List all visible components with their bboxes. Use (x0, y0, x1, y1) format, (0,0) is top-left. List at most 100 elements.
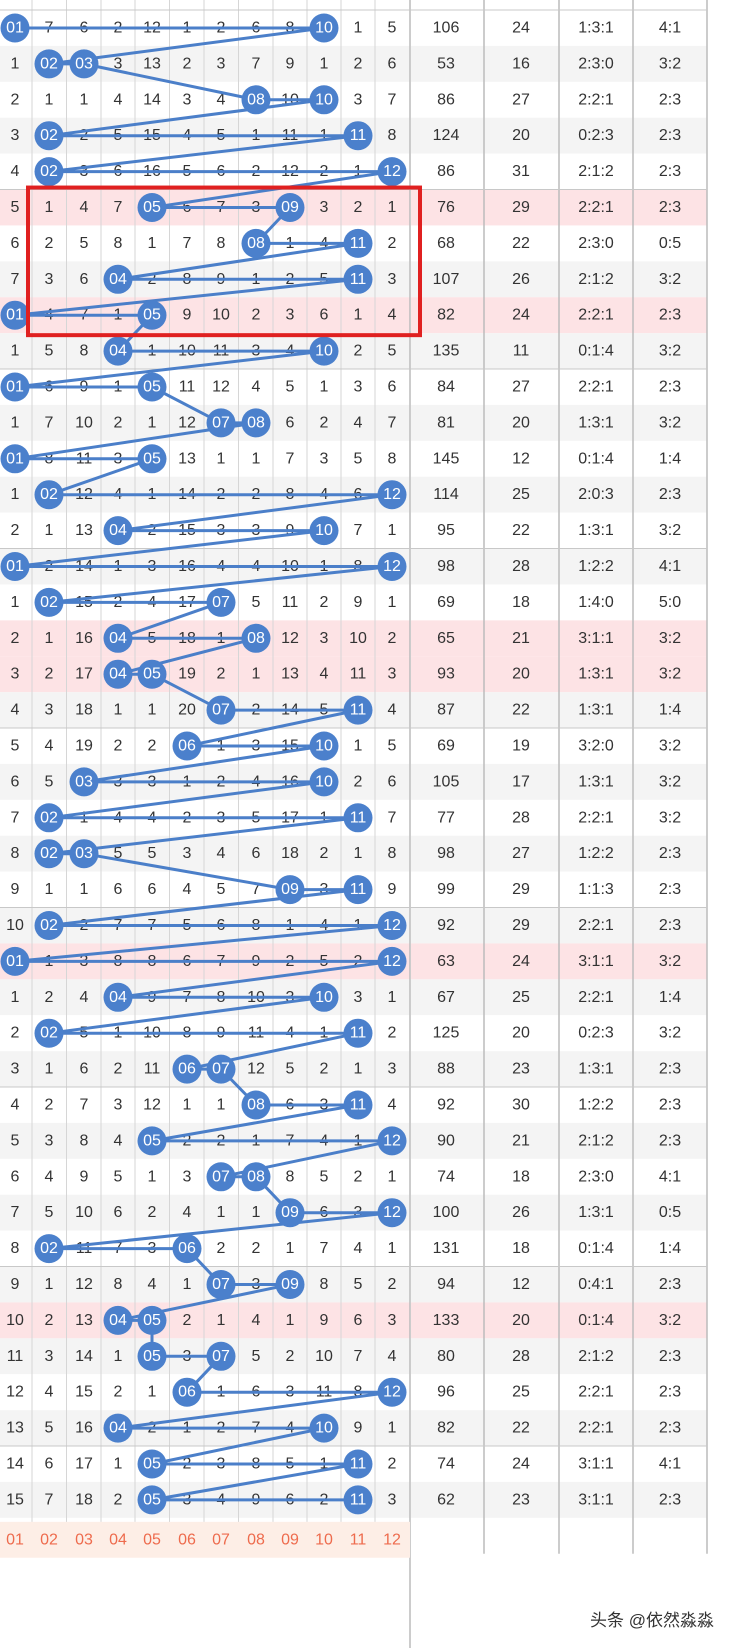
cell-value: 8 (114, 235, 123, 252)
cell-value: 5 (114, 845, 123, 862)
ball-label: 05 (143, 450, 161, 467)
cell-value: 3 (320, 199, 329, 216)
number-ball: 06 (172, 1234, 202, 1264)
cell-value: 18 (281, 845, 299, 862)
ball-circle (34, 121, 64, 151)
number-ball: 04 (103, 516, 133, 546)
stat-ratio-b: 4:1 (659, 1168, 681, 1185)
stat-sum: 69 (437, 594, 455, 611)
cell-value: 1 (45, 630, 54, 647)
cell-value: 3 (286, 307, 295, 324)
stat-sum: 92 (437, 917, 455, 934)
number-ball: 09 (275, 1198, 305, 1228)
number-ball: 06 (172, 1377, 202, 1407)
ball-circle (137, 372, 167, 402)
stat-span: 31 (512, 163, 530, 180)
row-bg (0, 656, 410, 693)
cell-value: 2 (320, 414, 329, 431)
row-bg (0, 81, 410, 118)
stat-sum: 81 (437, 414, 455, 431)
cell-value: 1 (388, 522, 397, 539)
footer-label: 01 (6, 1531, 24, 1548)
number-ball: 04 (103, 336, 133, 366)
stat-span: 28 (512, 558, 530, 575)
cell-value: 2 (388, 1276, 397, 1293)
ball-label: 07 (212, 1168, 230, 1185)
ball-circle (241, 1162, 271, 1192)
ball-label: 11 (350, 1491, 367, 1508)
number-ball: 04 (103, 1413, 133, 1443)
cell-value: 18 (75, 1491, 93, 1508)
cell-value: 3 (45, 1132, 54, 1149)
ball-label: 03 (75, 845, 93, 862)
stat-ratio-b: 3:2 (659, 1312, 681, 1329)
number-ball: 11 (343, 228, 373, 258)
footer-label: 08 (247, 1531, 265, 1548)
cell-value: 1 (80, 91, 89, 108)
cell-value: 8 (388, 127, 397, 144)
stat-sum: 82 (437, 1420, 455, 1437)
stat-ratio-a: 2:2:1 (578, 989, 614, 1006)
ball-circle (309, 13, 339, 43)
cell-value: 3 (354, 379, 363, 396)
cell-value: 5 (11, 738, 20, 755)
ball-circle (0, 13, 30, 43)
ball-label: 10 (315, 773, 333, 790)
stat-sum: 88 (437, 1061, 455, 1078)
cell-value: 2 (183, 55, 192, 72)
stat-sum: 74 (437, 1456, 455, 1473)
stat-sum: 65 (437, 630, 455, 647)
stat-ratio-a: 3:1:1 (578, 953, 614, 970)
number-ball: 03 (69, 49, 99, 79)
stat-sum: 96 (437, 1384, 455, 1401)
cell-value: 12 (212, 379, 230, 396)
stat-sum: 105 (433, 773, 460, 790)
cell-value: 6 (11, 1168, 20, 1185)
ball-label: 05 (143, 1312, 161, 1329)
stat-ratio-b: 2:3 (659, 1384, 681, 1401)
ball-circle (0, 300, 30, 330)
cell-value: 3 (320, 630, 329, 647)
number-ball: 10 (309, 731, 339, 761)
ball-circle (309, 1413, 339, 1443)
ball-circle (377, 480, 407, 510)
stat-span: 28 (512, 809, 530, 826)
number-ball: 12 (377, 946, 407, 976)
stat-span: 18 (512, 1240, 530, 1257)
ball-circle (69, 767, 99, 797)
ball-label: 08 (247, 235, 265, 252)
stat-ratio-b: 1:4 (659, 989, 681, 1006)
cell-value: 5 (286, 1061, 295, 1078)
ball-label: 11 (350, 1097, 367, 1114)
cell-value: 10 (212, 307, 230, 324)
stat-span: 24 (512, 20, 530, 37)
stat-sum: 82 (437, 307, 455, 324)
ball-label: 04 (109, 1420, 127, 1437)
ball-label: 05 (143, 199, 161, 216)
cell-value: 4 (183, 881, 192, 898)
stat-ratio-a: 1:1:3 (578, 881, 614, 898)
stat-ratio-b: 3:2 (659, 773, 681, 790)
number-ball: 12 (377, 1126, 407, 1156)
number-ball: 11 (343, 1449, 373, 1479)
ball-label: 04 (109, 271, 127, 288)
cell-value: 6 (11, 235, 20, 252)
stat-sum: 53 (437, 55, 455, 72)
stat-span: 19 (512, 738, 530, 755)
cell-value: 2 (217, 666, 226, 683)
cell-value: 6 (148, 881, 157, 898)
cell-value: 6 (388, 379, 397, 396)
ball-label: 02 (40, 845, 58, 862)
cell-value: 1 (388, 1168, 397, 1185)
ball-label: 11 (350, 881, 367, 898)
number-ball: 08 (241, 228, 271, 258)
ball-label: 03 (75, 773, 93, 790)
cell-value: 1 (320, 379, 329, 396)
ball-label: 01 (6, 953, 24, 970)
cell-value: 7 (114, 199, 123, 216)
cell-value: 1 (388, 199, 397, 216)
cell-value: 2 (114, 1384, 123, 1401)
cell-value: 12 (6, 1384, 24, 1401)
cell-value: 8 (114, 1276, 123, 1293)
ball-label: 02 (40, 55, 58, 72)
